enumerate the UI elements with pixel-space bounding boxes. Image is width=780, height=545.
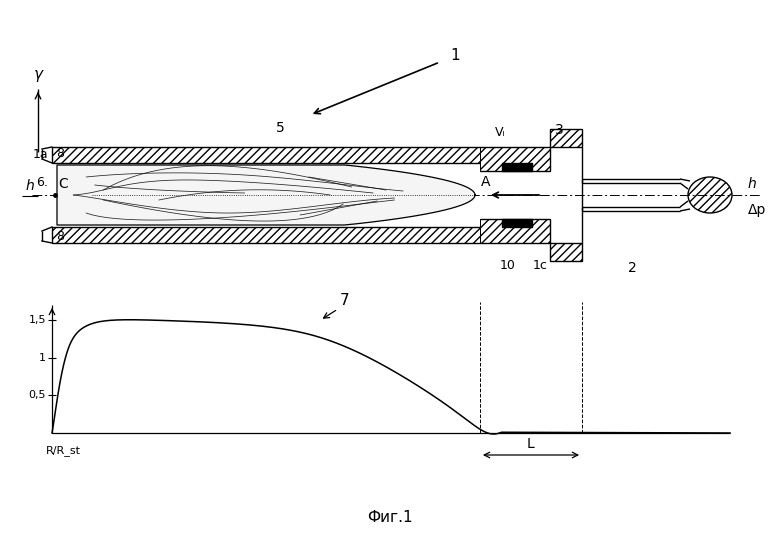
Bar bbox=[550, 129, 582, 147]
Text: 1c: 1c bbox=[533, 259, 548, 272]
Text: 1a: 1a bbox=[33, 148, 48, 161]
Bar bbox=[52, 147, 480, 163]
Text: 7: 7 bbox=[340, 293, 349, 308]
Text: Фиг.1: Фиг.1 bbox=[367, 510, 413, 524]
Bar bbox=[550, 243, 582, 261]
Text: 8: 8 bbox=[56, 147, 64, 160]
Text: 8: 8 bbox=[56, 230, 64, 243]
Bar bbox=[480, 147, 550, 171]
Text: h: h bbox=[26, 179, 34, 193]
Text: 1,5: 1,5 bbox=[29, 315, 46, 325]
Bar bbox=[52, 227, 480, 243]
Text: 1: 1 bbox=[39, 353, 46, 362]
Text: 10: 10 bbox=[500, 259, 516, 272]
Text: h: h bbox=[748, 177, 757, 191]
Text: 1: 1 bbox=[450, 47, 460, 63]
Polygon shape bbox=[57, 165, 475, 225]
Text: Δp: Δp bbox=[748, 203, 767, 217]
Text: γ: γ bbox=[34, 67, 42, 82]
Text: Vₗ: Vₗ bbox=[495, 126, 505, 139]
Text: A: A bbox=[481, 175, 491, 189]
Text: C: C bbox=[58, 177, 68, 191]
Text: 5: 5 bbox=[275, 121, 285, 135]
Text: R/R_st: R/R_st bbox=[46, 445, 81, 456]
Text: 6.: 6. bbox=[36, 176, 48, 189]
Text: 3: 3 bbox=[555, 123, 564, 137]
Text: L: L bbox=[527, 437, 535, 451]
Text: 0,5: 0,5 bbox=[29, 390, 46, 401]
Bar bbox=[480, 219, 550, 243]
Text: 2: 2 bbox=[628, 261, 636, 275]
